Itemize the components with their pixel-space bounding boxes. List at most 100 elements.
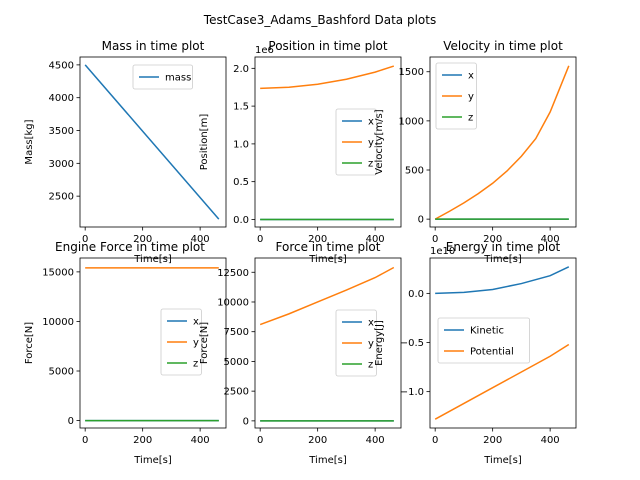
y-axis-label: Mass[kg] <box>24 119 35 164</box>
x-axis-label: Time[s] <box>483 254 522 265</box>
x-tick-label: 200 <box>133 234 152 245</box>
y-tick-label: 2500 <box>224 387 249 398</box>
y-tick-label: 1000 <box>399 116 424 127</box>
x-axis-label: Time[s] <box>308 455 347 466</box>
legend: xyz <box>335 309 377 377</box>
y-tick-label: 0 <box>243 416 249 427</box>
offset-text: 1e6 <box>255 45 274 56</box>
y-tick-label: 5000 <box>49 367 74 378</box>
legend-entry: y <box>468 92 474 103</box>
legend: xyz <box>335 108 377 176</box>
y-tick-label: 10000 <box>42 317 74 328</box>
legend-entry: mass <box>165 73 191 84</box>
y-tick-label: 3000 <box>49 159 74 170</box>
y-axis-label: Force[N] <box>24 322 35 364</box>
y-tick-label: 2500 <box>49 192 74 203</box>
x-tick-label: 0 <box>82 234 88 245</box>
panel-title: Velocity in time plot <box>443 39 563 53</box>
legend: mass <box>132 64 193 90</box>
series-line-Kinetic <box>435 266 570 295</box>
legend-entry: y <box>368 138 374 149</box>
y-tick-label: 0.0 <box>233 215 249 226</box>
legend-entry: z <box>193 359 198 370</box>
y-tick-label: −0.5 <box>400 338 424 349</box>
subplot-3: 0 200 400 0 500 1000 1500 Time[s] Velocity[m/s] V… <box>374 39 577 265</box>
x-tick-label: 400 <box>541 234 560 245</box>
panel-title: Position in time plot <box>268 39 388 53</box>
legend: xyz <box>435 62 477 130</box>
legend-entry: x <box>368 318 374 329</box>
x-tick-label: 400 <box>191 234 210 245</box>
panel-title: Engine Force in time plot <box>55 240 205 254</box>
x-axis-label: Time[s] <box>133 455 172 466</box>
y-tick-label: 5000 <box>224 357 249 368</box>
legend-entry: z <box>368 159 373 170</box>
axes-frame <box>429 257 577 429</box>
y-tick-label: 0 <box>418 215 424 226</box>
legend: xyz <box>160 308 202 376</box>
y-axis-label: Velocity[m/s] <box>374 109 385 174</box>
y-tick-label: 15000 <box>42 267 74 278</box>
legend-entry: x <box>468 71 474 82</box>
legend: Kinetic Potential <box>437 317 530 364</box>
y-tick-label: 1.0 <box>233 139 249 150</box>
legend-entry: x <box>368 117 374 128</box>
y-tick-label: 4000 <box>49 93 74 104</box>
axes-frame <box>254 56 402 228</box>
panel-title: Force in time plot <box>276 240 381 254</box>
y-tick-label: 2.0 <box>233 64 249 75</box>
legend-entry: x <box>193 317 199 328</box>
x-axis-label: Time[s] <box>483 455 522 466</box>
subplot-6: 0 200 400 −1.0 −0.5 0.0 1e10 Time[s] Energy[J] En… <box>374 240 577 466</box>
x-axis-label: Time[s] <box>133 254 172 265</box>
y-tick-label: −1.0 <box>400 387 424 398</box>
figure-suptitle: TestCase3_Adams_Bashford Data plots <box>203 13 436 27</box>
y-axis-label: Force[N] <box>199 322 210 364</box>
offset-text: 1e10 <box>430 246 455 257</box>
series-line-y <box>434 65 570 220</box>
subplot-2: 0 200 400 0.0 0.5 1.0 1.5 2.0 1e6 Time[s] Position… <box>199 39 402 265</box>
y-tick-label: 500 <box>405 166 424 177</box>
legend-entry: Potential <box>470 347 514 358</box>
x-tick-label: 200 <box>308 234 327 245</box>
series-line-Potential <box>434 343 570 420</box>
y-tick-label: 0.0 <box>408 289 424 300</box>
legend-box <box>132 64 193 90</box>
x-tick-label: 400 <box>191 435 210 446</box>
y-tick-label: 4500 <box>49 60 74 71</box>
x-tick-label: 400 <box>541 435 560 446</box>
y-tick-label: 1.5 <box>233 102 249 113</box>
y-tick-label: 3500 <box>49 126 74 137</box>
x-tick-label: 200 <box>483 435 502 446</box>
y-tick-label: 12500 <box>217 268 249 279</box>
legend-entry: z <box>468 113 473 124</box>
x-tick-label: 200 <box>133 435 152 446</box>
x-tick-label: 0 <box>82 435 88 446</box>
legend-entry: z <box>368 360 373 371</box>
x-tick-label: 0 <box>257 234 263 245</box>
subplot-5: 0 200 40002500500075001000012500Time[s]For… <box>199 240 402 466</box>
y-axis-label: Position[m] <box>199 114 210 171</box>
axes-frame <box>79 257 227 429</box>
y-tick-label: 10000 <box>217 297 249 308</box>
y-tick-label: 0.5 <box>233 177 249 188</box>
y-tick-label: 1500 <box>399 67 424 78</box>
x-tick-label: 0 <box>432 435 438 446</box>
y-tick-label: 7500 <box>224 327 249 338</box>
x-tick-label: 400 <box>366 234 385 245</box>
x-tick-label: 0 <box>432 234 438 245</box>
panel-title: Mass in time plot <box>102 39 205 53</box>
subplot-1: 0 200 400 2500 3000 3500 4000 4500 Time[s] Mass[k… <box>24 39 227 265</box>
series-line-y <box>260 65 395 90</box>
x-tick-label: 0 <box>257 435 263 446</box>
axes-frame <box>254 257 402 429</box>
legend-entry: Kinetic <box>470 326 504 337</box>
x-axis-label: Time[s] <box>308 254 347 265</box>
series-line-mass <box>84 64 220 220</box>
subplot-4: 0 200 400 0 5000 10000 15000 Time[s] Force[N] Eng… <box>24 240 227 466</box>
x-tick-label: 400 <box>366 435 385 446</box>
legend-entry: y <box>193 338 199 349</box>
series-line-y <box>259 266 395 326</box>
y-axis-label: Energy[J] <box>374 320 385 366</box>
